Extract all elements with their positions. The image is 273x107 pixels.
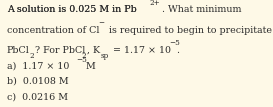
Text: c)  0.0216 M: c) 0.0216 M bbox=[7, 93, 68, 102]
Text: ? For PbCl: ? For PbCl bbox=[35, 46, 85, 55]
Text: .: . bbox=[176, 46, 179, 55]
Text: M: M bbox=[83, 62, 96, 71]
Text: −5: −5 bbox=[76, 56, 87, 64]
Text: 2: 2 bbox=[29, 52, 34, 60]
Text: −: − bbox=[98, 19, 104, 27]
Text: sp: sp bbox=[101, 52, 109, 60]
Text: = 1.17 × 10: = 1.17 × 10 bbox=[110, 46, 171, 55]
Text: −5: −5 bbox=[169, 39, 180, 48]
Text: A solution is 0.025 M in Pb: A solution is 0.025 M in Pb bbox=[7, 5, 136, 14]
Text: 2: 2 bbox=[81, 52, 86, 60]
Text: A solution is 0.025 M in Pb: A solution is 0.025 M in Pb bbox=[7, 5, 136, 14]
Text: a)  1.17 × 10: a) 1.17 × 10 bbox=[7, 62, 69, 71]
Text: . What minimum: . What minimum bbox=[162, 5, 241, 14]
Text: 2+: 2+ bbox=[149, 0, 160, 7]
Text: , K: , K bbox=[87, 46, 100, 55]
Text: concentration of Cl: concentration of Cl bbox=[7, 26, 99, 35]
Text: b)  0.0108 M: b) 0.0108 M bbox=[7, 77, 69, 86]
Text: is required to begin to precipitate: is required to begin to precipitate bbox=[106, 26, 272, 35]
Text: PbCl: PbCl bbox=[7, 46, 30, 55]
